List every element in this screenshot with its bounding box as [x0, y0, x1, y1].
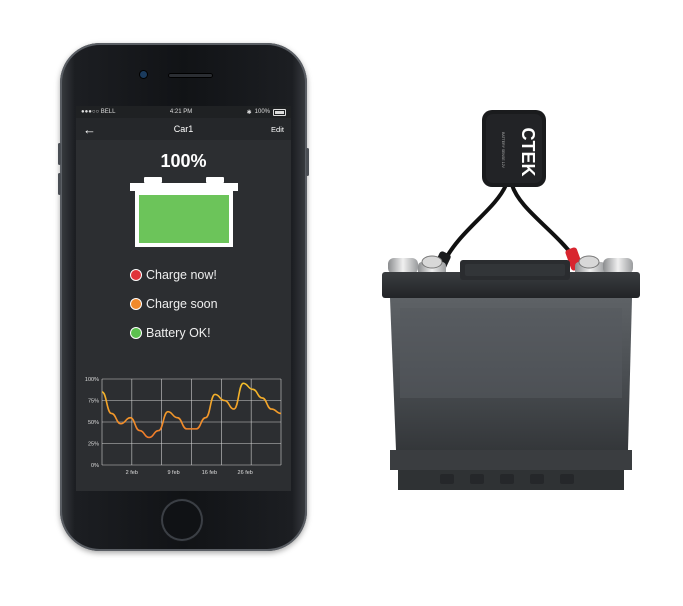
battery-percent-label: 100% [254, 109, 270, 115]
y-tick-label: 50% [88, 420, 99, 426]
bluetooth-icon: ✱ [246, 109, 252, 116]
series-line [101, 382, 282, 439]
battery-history-chart: 100% 75% 50% 25% 0% 2 feb 9 feb 16 feb 26 feb [85, 377, 282, 476]
status-dot-icon [130, 268, 142, 281]
edit-button[interactable]: Edit [271, 124, 284, 134]
page-title: Car1 [173, 124, 194, 134]
smartphone: ●●●○○ BELL 4:21 PM ✱ 100% ← Car1 Edit 10… [58, 43, 309, 551]
app-screen: ●●●○○ BELL 4:21 PM ✱ 100% ← Car1 Edit 10… [76, 106, 291, 491]
battery-icon [129, 177, 238, 247]
brand-logo: CTEK [518, 128, 538, 177]
x-tick-label: 26 feb [238, 470, 253, 476]
status-dot-icon [130, 297, 142, 310]
time-label: 4:21 PM [169, 109, 193, 115]
battery-top [129, 183, 238, 191]
negative-cable [442, 184, 508, 263]
battery-level-fill [138, 195, 229, 243]
ctek-sensor: CTEK BATTERY SENSE 12V [482, 110, 546, 187]
battery-top-cover [382, 260, 640, 298]
x-tick-label: 2 feb [126, 470, 138, 476]
status-dot-icon [130, 326, 142, 339]
battery-terminal [143, 177, 162, 183]
y-tick-label: 75% [88, 399, 99, 405]
arrow-left-icon[interactable]: ← [83, 121, 96, 137]
legend-label: Battery OK! [146, 325, 211, 340]
legend-label: Charge now! [146, 267, 217, 282]
power-button [306, 148, 309, 176]
battery-status-icon [273, 108, 286, 116]
battery-case [134, 191, 233, 247]
status-legend: Charge now! Charge soon Battery OK! [76, 260, 291, 347]
positive-cable [510, 184, 578, 262]
x-tick-label: 16 feb [202, 470, 217, 476]
y-tick-label: 0% [91, 463, 99, 469]
status-right: ✱ 100% [246, 108, 286, 116]
legend-label: Charge soon [146, 296, 218, 311]
y-tick-label: 25% [88, 442, 99, 448]
camera-icon [140, 71, 147, 78]
carrier-label: ●●●○○ BELL [81, 109, 116, 115]
volume-button [58, 173, 61, 195]
volume-button [58, 143, 61, 165]
legend-item: Charge soon [130, 289, 291, 318]
device-small-text: BATTERY SENSE 12V [501, 132, 505, 168]
nav-bar: ← Car1 Edit [76, 118, 291, 140]
battery-body [390, 298, 632, 490]
y-tick-label: 100% [85, 377, 99, 383]
status-bar: ●●●○○ BELL 4:21 PM ✱ 100% [76, 106, 291, 118]
car-battery-illustration: CTEK BATTERY SENSE 12V [382, 110, 640, 490]
battery-percent: 100% [160, 151, 207, 171]
home-button[interactable] [163, 501, 201, 539]
legend-item: Charge now! [130, 260, 291, 289]
x-tick-label: 9 feb [167, 470, 179, 476]
speaker-grille [168, 73, 213, 78]
battery-terminal [205, 177, 224, 183]
legend-item: Battery OK! [130, 318, 291, 347]
